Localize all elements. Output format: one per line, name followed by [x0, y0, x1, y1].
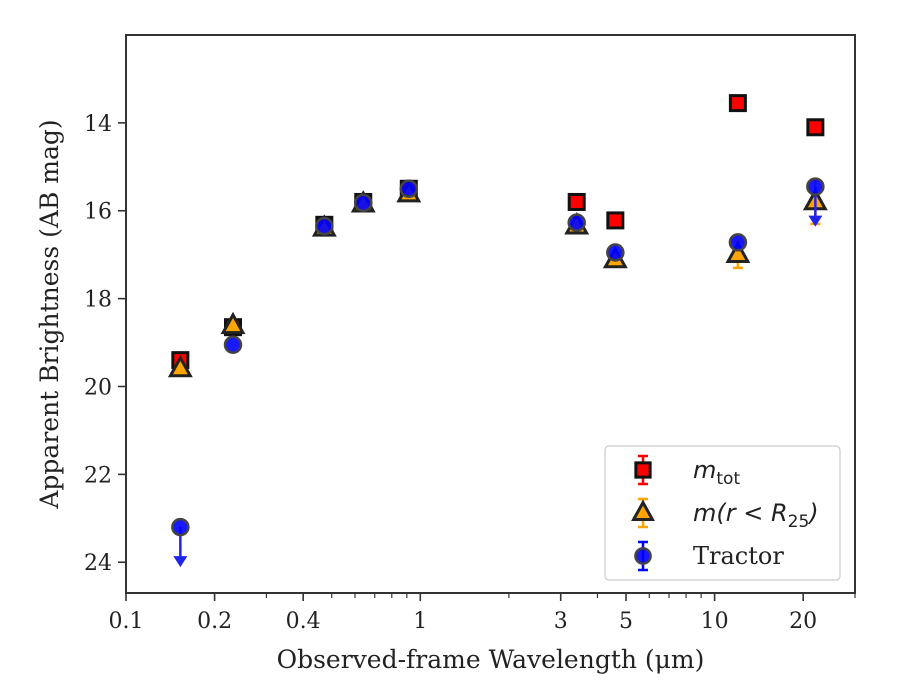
legend-marker-circle — [634, 547, 652, 565]
data-point-circle — [606, 243, 625, 262]
legend-label: m(r < R25) — [693, 499, 819, 532]
legend-marker-triangle — [631, 499, 655, 521]
legend-marker-square — [634, 461, 652, 479]
data-point-circle — [354, 193, 373, 213]
data-point-square — [728, 94, 747, 113]
x-tick-label: 0.4 — [286, 609, 321, 634]
y-tick-label: 24 — [84, 551, 112, 576]
x-tick-label: 0.2 — [197, 609, 232, 634]
legend-label: mtot — [693, 456, 740, 489]
data-point-circle — [806, 177, 825, 196]
x-tick-label: 5 — [619, 609, 633, 634]
y-tick-label: 20 — [84, 375, 112, 400]
data-point-circle — [728, 233, 748, 252]
plot-frame — [125, 34, 856, 594]
y-tick-label: 18 — [84, 288, 112, 313]
data-marks — [167, 94, 828, 568]
y-axis-label: Apparent Brightness (AB mag) — [35, 119, 64, 509]
data-point-triangle — [220, 311, 246, 335]
x-tick-label: 1 — [413, 609, 427, 634]
y-tick-label: 16 — [84, 200, 112, 225]
y-tick-label: 22 — [84, 463, 112, 488]
x-tick-label: 10 — [701, 609, 729, 634]
data-point-circle — [223, 335, 243, 355]
y-tick-label: 14 — [84, 112, 112, 137]
data-point-square — [606, 211, 625, 230]
upper-limit-arrowhead — [808, 215, 823, 227]
data-point-circle — [315, 216, 334, 236]
data-point-circle — [171, 517, 190, 537]
x-tick-label: 3 — [554, 609, 568, 634]
data-point-triangle — [167, 354, 193, 378]
data-point-circle — [567, 213, 586, 232]
legend-frame — [604, 445, 841, 581]
axis-ticks: 0.1 0.2 0.4 1 3 5 10 20 14 16 18 20 22 24 — [84, 112, 856, 634]
series-circle — [171, 177, 825, 568]
legend: mtot m(r < R25) Tractor — [604, 445, 841, 581]
x-axis-label: Observed-frame Wavelength (μm) — [277, 645, 705, 674]
data-point-circle — [399, 179, 419, 199]
data-point-triangle — [725, 240, 751, 264]
data-point-square — [567, 192, 586, 211]
x-tick-label: 0.1 — [109, 609, 144, 634]
legend-label: Tractor — [693, 542, 784, 570]
x-tick-label: 20 — [789, 609, 817, 634]
upper-limit-arrowhead — [173, 556, 188, 568]
data-point-square — [806, 118, 825, 137]
